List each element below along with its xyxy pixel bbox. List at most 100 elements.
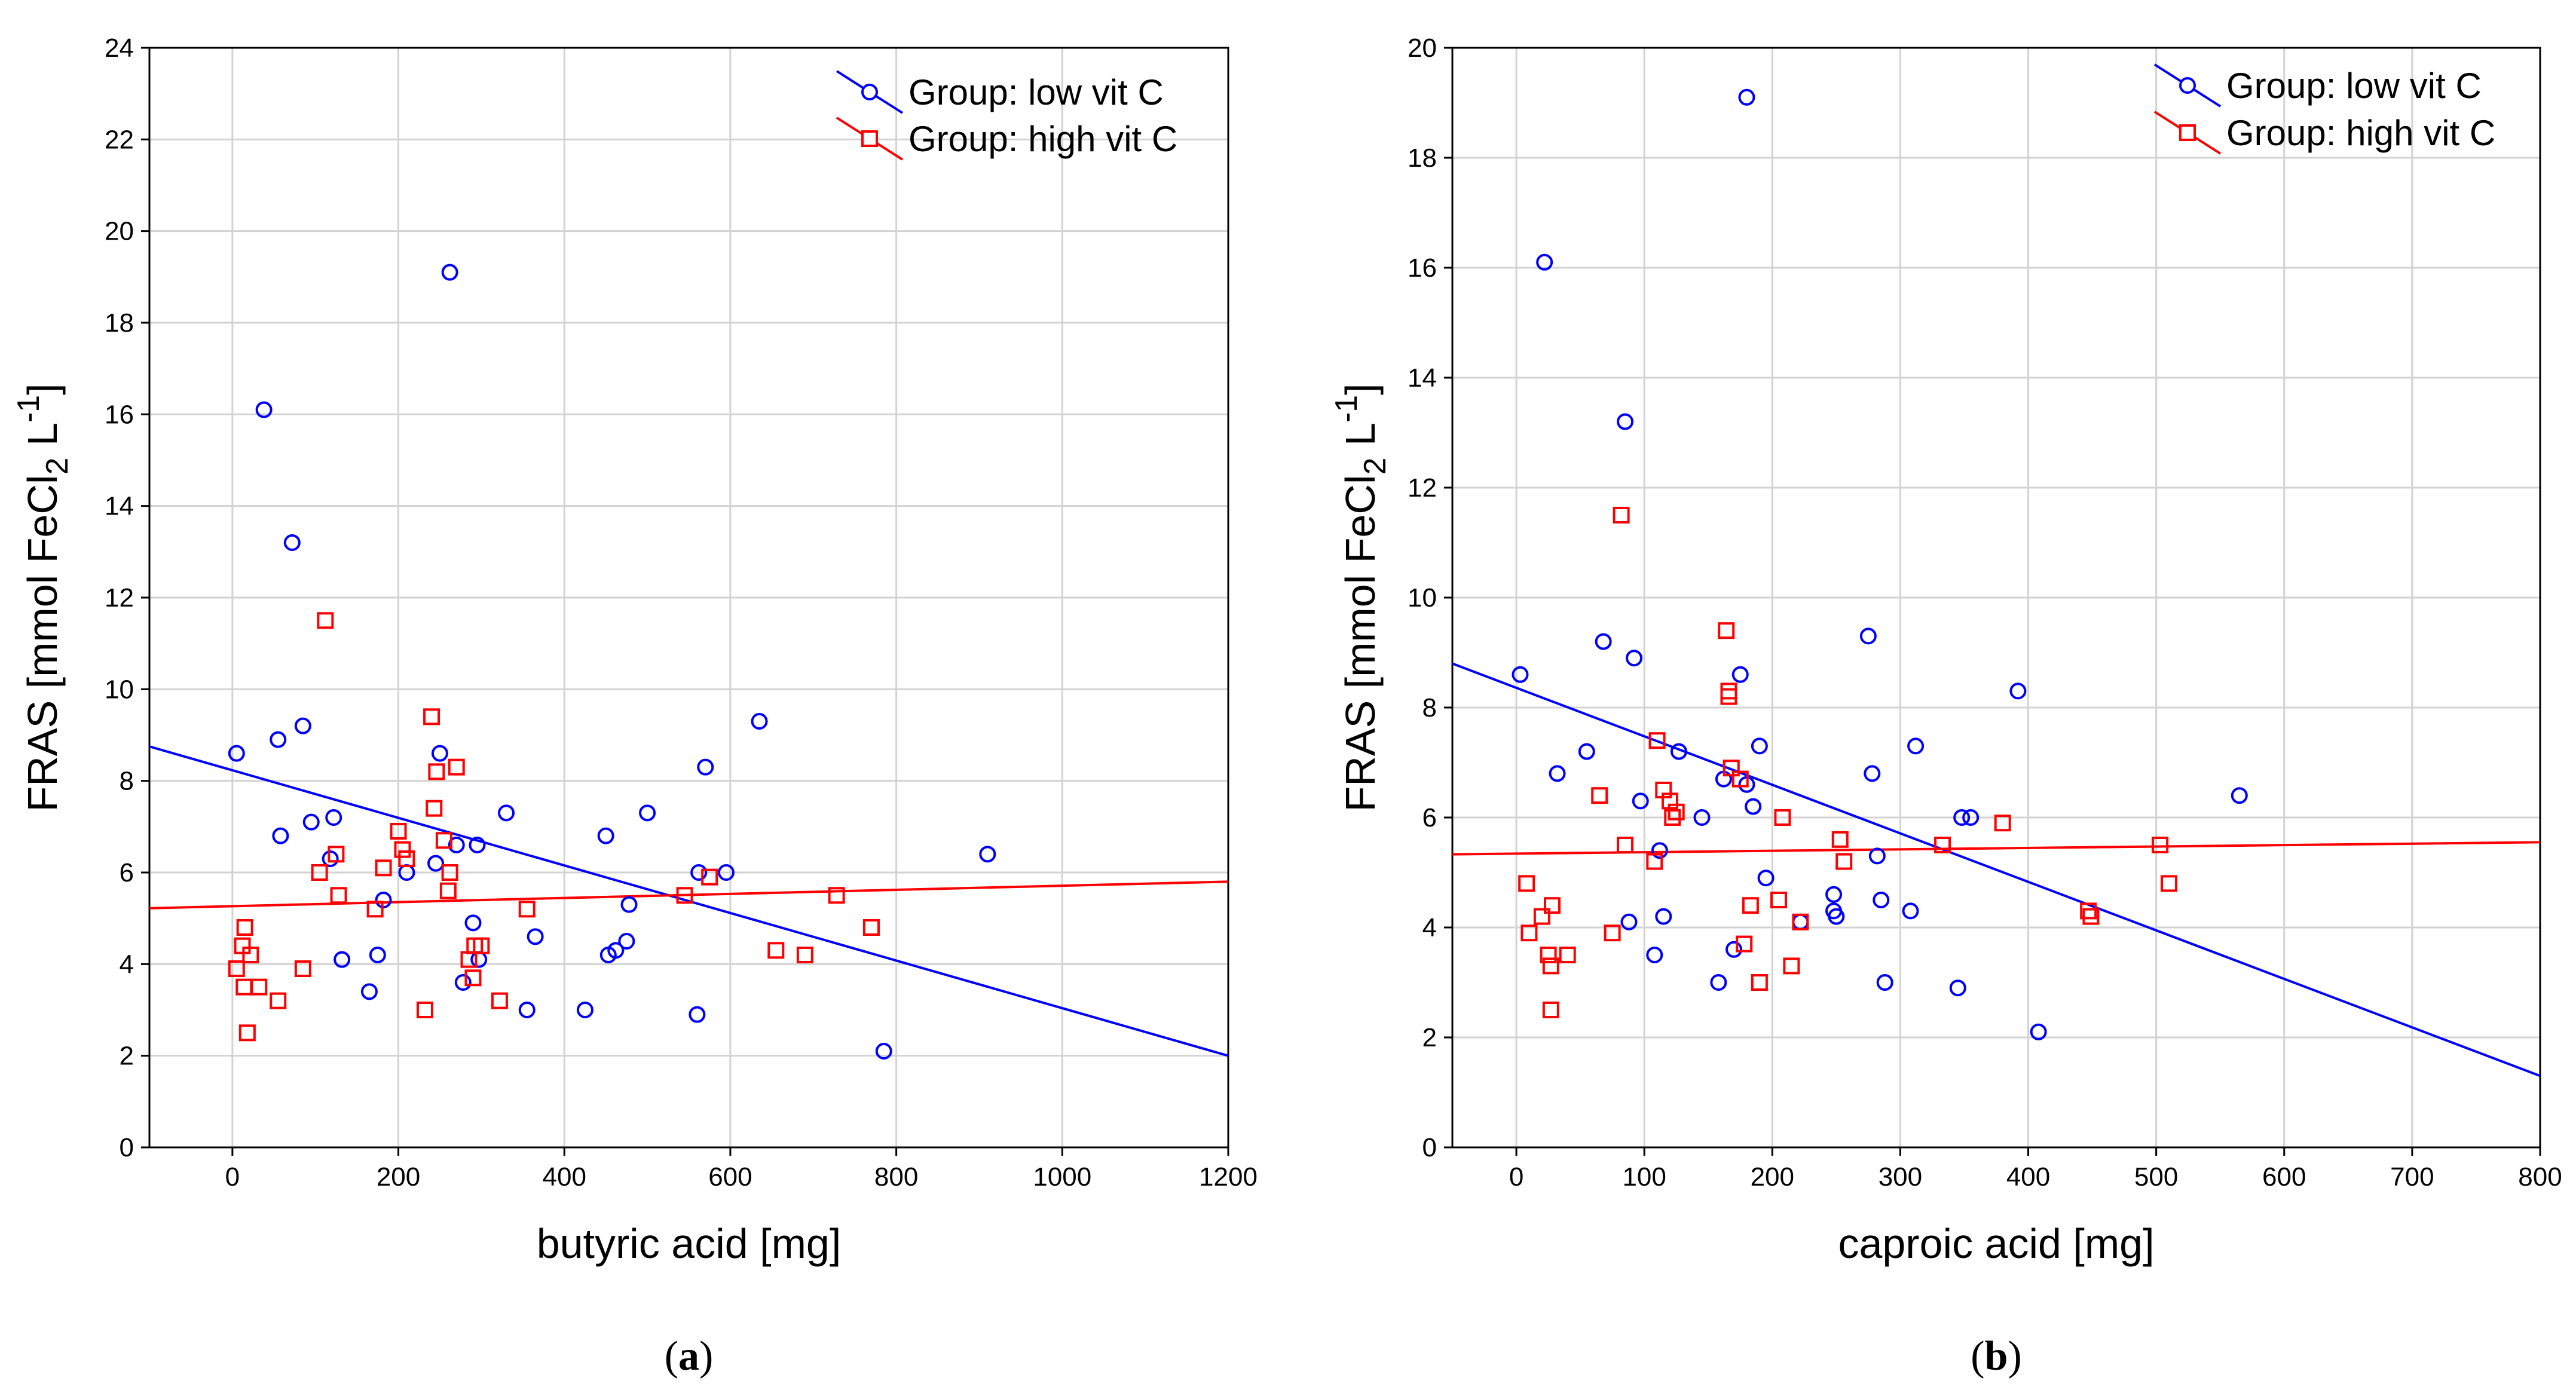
data-point-low-vit-c xyxy=(1828,908,1845,925)
data-point-high-vit-c xyxy=(1720,688,1737,705)
x-tick-label: 200 xyxy=(377,1162,420,1192)
x-tick-label: 300 xyxy=(1879,1162,1922,1192)
x-tick-label: 200 xyxy=(1751,1162,1794,1192)
regression-line xyxy=(1452,841,2540,856)
data-point-low-vit-c xyxy=(2009,682,2027,700)
data-point-high-vit-c xyxy=(328,846,345,863)
x-tick-label: 500 xyxy=(2134,1162,2178,1192)
data-point-high-vit-c xyxy=(1542,957,1559,975)
y-tick-label: 24 xyxy=(105,33,134,63)
data-point-low-vit-c xyxy=(1651,842,1668,859)
data-point-low-vit-c xyxy=(454,974,472,991)
data-point-low-vit-c xyxy=(690,864,708,881)
legend-label: Group: low vit C xyxy=(908,72,1164,112)
data-point-low-vit-c xyxy=(1859,627,1877,645)
data-point-low-vit-c xyxy=(1738,88,1755,106)
data-point-high-vit-c xyxy=(1646,853,1663,870)
data-point-low-vit-c xyxy=(255,401,273,418)
x-tick-label: 0 xyxy=(225,1162,240,1192)
y-tick-label: 16 xyxy=(1408,253,1437,283)
panel-label: (a) xyxy=(665,1333,714,1379)
data-point-low-vit-c xyxy=(1949,979,1966,997)
data-point-high-vit-c xyxy=(491,992,508,1009)
y-axis-title: FRAS [mmol FeCl2 L-1] xyxy=(1329,384,1393,812)
data-point-high-vit-c xyxy=(1544,897,1561,914)
y-tick-label: 6 xyxy=(120,858,134,887)
data-point-high-vit-c xyxy=(439,882,457,899)
data-point-low-vit-c xyxy=(427,855,445,872)
data-point-high-vit-c xyxy=(228,960,245,977)
data-point-high-vit-c xyxy=(1591,787,1608,804)
panel-a: 0 200 400 600 800 1000 12000246810121416182022… xyxy=(11,33,1258,1379)
data-point-low-vit-c xyxy=(689,1006,706,1023)
data-point-low-vit-c xyxy=(441,264,458,281)
data-point-high-vit-c xyxy=(448,758,465,776)
y-tick-label: 6 xyxy=(1422,803,1437,832)
data-point-low-vit-c xyxy=(1536,253,1553,271)
data-point-low-vit-c xyxy=(270,731,287,748)
data-point-low-vit-c xyxy=(360,983,378,1000)
data-point-low-vit-c xyxy=(283,534,301,551)
data-point-high-vit-c xyxy=(1533,908,1550,925)
x-tick-label: 0 xyxy=(1509,1162,1523,1192)
y-tick-label: 2 xyxy=(120,1042,134,1071)
data-point-high-vit-c xyxy=(1540,947,1557,963)
data-point-high-vit-c xyxy=(676,887,693,904)
data-point-low-vit-c xyxy=(518,1002,536,1018)
data-point-high-vit-c xyxy=(473,937,490,954)
data-point-high-vit-c xyxy=(1664,809,1681,826)
data-point-high-vit-c xyxy=(416,1002,433,1018)
data-point-high-vit-c xyxy=(701,868,718,886)
x-axis-title: caproic acid [mg] xyxy=(1838,1220,2154,1267)
x-tick-label: 1200 xyxy=(1199,1162,1258,1192)
data-point-low-vit-c xyxy=(448,837,465,853)
data-point-low-vit-c xyxy=(1907,737,1925,755)
data-point-high-vit-c xyxy=(1736,935,1753,953)
data-point-high-vit-c xyxy=(238,1024,256,1042)
x-tick-label: 600 xyxy=(2262,1162,2306,1192)
legend-label: Group: high vit C xyxy=(908,119,1177,159)
data-point-low-vit-c xyxy=(1512,666,1529,683)
data-point-high-vit-c xyxy=(390,823,407,840)
data-point-low-vit-c xyxy=(302,813,320,831)
data-point-low-vit-c xyxy=(1864,765,1881,782)
data-point-high-vit-c xyxy=(1668,803,1685,820)
data-point-high-vit-c xyxy=(270,992,287,1009)
data-point-low-vit-c xyxy=(1825,886,1843,903)
legend-marker-circle xyxy=(861,84,878,100)
data-point-high-vit-c xyxy=(2152,837,2169,853)
data-point-low-vit-c xyxy=(469,837,486,853)
data-point-high-vit-c xyxy=(294,960,311,977)
data-point-low-vit-c xyxy=(639,804,656,822)
data-point-low-vit-c xyxy=(1626,650,1643,667)
data-point-low-vit-c xyxy=(1868,847,1886,865)
y-tick-label: 18 xyxy=(105,308,134,338)
x-tick-label: 400 xyxy=(2006,1162,2050,1192)
legend: Group: low vit C Group: high vit C xyxy=(836,70,1177,161)
legend-marker-circle xyxy=(2179,77,2196,94)
data-point-high-vit-c xyxy=(1792,913,1809,930)
data-point-low-vit-c xyxy=(1620,913,1638,930)
y-tick-label: 14 xyxy=(105,492,134,521)
data-point-high-vit-c xyxy=(1742,897,1759,914)
data-point-high-vit-c xyxy=(317,612,334,629)
data-point-high-vit-c xyxy=(1720,682,1737,700)
data-point-low-vit-c xyxy=(1953,809,1971,826)
x-tick-label: 1000 xyxy=(1033,1162,1091,1192)
x-axis-title: butyric acid [mg] xyxy=(537,1220,842,1267)
data-point-high-vit-c xyxy=(1604,924,1621,942)
x-tick-label: 100 xyxy=(1622,1162,1666,1192)
data-point-high-vit-c xyxy=(796,947,813,963)
data-point-low-vit-c xyxy=(2231,787,2248,804)
data-point-low-vit-c xyxy=(2030,1023,2047,1040)
data-point-high-vit-c xyxy=(2161,875,2178,892)
data-point-high-vit-c xyxy=(1994,815,2011,832)
legend-label: Group: low vit C xyxy=(2226,66,2482,106)
data-point-high-vit-c xyxy=(862,919,880,936)
panel-label: (b) xyxy=(1971,1333,2022,1379)
data-point-high-vit-c xyxy=(366,901,384,918)
data-point-low-vit-c xyxy=(1745,798,1762,815)
data-point-low-vit-c xyxy=(597,827,614,844)
data-point-low-vit-c xyxy=(1757,869,1775,887)
